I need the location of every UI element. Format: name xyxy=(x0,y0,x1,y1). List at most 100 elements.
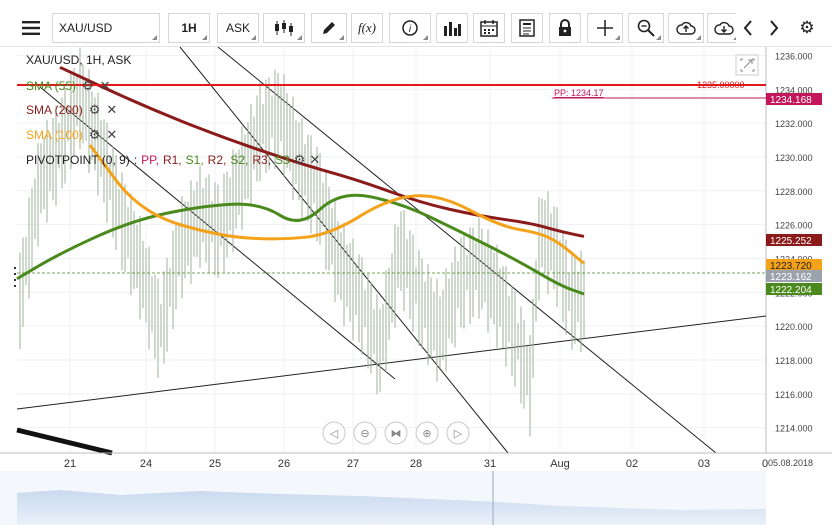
pivot-separator: : xyxy=(133,153,138,167)
trendline-thick xyxy=(16,427,113,456)
price-type-select[interactable]: ASK xyxy=(217,13,259,43)
expand-button[interactable] xyxy=(735,54,759,76)
pivot-level: R2, xyxy=(207,153,227,167)
trendline-channel-lower-right xyxy=(217,47,717,454)
scroll-left-button[interactable] xyxy=(736,13,760,43)
draw-tool-button[interactable] xyxy=(311,13,347,43)
indicator-series xyxy=(16,65,585,296)
indicator-label: PIVOTPOINT (0, 9) xyxy=(26,153,130,167)
close-icon[interactable]: ✕ xyxy=(99,78,111,93)
x-tick-label: 31 xyxy=(484,458,496,470)
gear-icon[interactable]: ⚙ xyxy=(88,102,101,117)
gear-icon[interactable]: ⚙ xyxy=(82,78,94,93)
fit-icon[interactable]: ⧓ xyxy=(384,421,408,445)
y-tick-label: 1216.000 xyxy=(775,390,813,400)
y-tick-label: 1220.000 xyxy=(775,322,813,332)
symbol-label: XAU/USD xyxy=(59,21,113,35)
gear-icon[interactable]: ⚙ xyxy=(293,152,306,167)
close-icon[interactable]: ✕ xyxy=(106,102,118,117)
x-tick-label: 25 xyxy=(209,458,221,470)
download-button[interactable] xyxy=(707,13,741,43)
pivot-level: PP, xyxy=(141,153,159,167)
chart-navigation[interactable]: ◁ ⊖ ⧓ ⊕ ▷ xyxy=(322,421,470,445)
pencil-icon xyxy=(323,22,335,34)
info-button[interactable]: i xyxy=(389,13,431,43)
cloud-upload-icon xyxy=(676,21,696,35)
price-tag-value: 1223.720 xyxy=(770,261,812,272)
play-icon[interactable]: ▷ xyxy=(446,421,470,445)
close-icon[interactable]: ✕ xyxy=(106,127,118,142)
price-type-label: ASK xyxy=(225,21,250,35)
y-axis-ticks: 1236.000 1234.000 1232.000 1230.000 1228.000… xyxy=(775,51,813,433)
pivot-level: R3, xyxy=(252,153,272,167)
calendar-button[interactable] xyxy=(473,13,505,43)
gear-icon: ⚙ xyxy=(799,18,815,37)
pivot-level: R1, xyxy=(162,153,182,167)
zoom-in-icon-circle xyxy=(415,421,439,445)
y-tick-label: 1226.000 xyxy=(775,221,813,231)
crosshair-icon xyxy=(597,20,613,36)
indicator-sma55[interactable]: SMA (55) ⚙ ✕ xyxy=(26,78,111,94)
zoom-out-icon[interactable]: ⊖ xyxy=(353,421,377,445)
zoom-in-icon[interactable]: ⊕ xyxy=(415,421,439,445)
x-tick-label: 03 xyxy=(698,458,710,470)
price-tag-box xyxy=(766,93,822,105)
cloud-download-icon xyxy=(714,21,734,35)
pp-label: PP: 1234.17 xyxy=(554,88,604,98)
rewind-icon-circle xyxy=(322,421,346,445)
series-sma-55 xyxy=(16,193,585,296)
price-tag-value: 1222.204 xyxy=(770,285,812,296)
indicator-sma100[interactable]: SMA (100) ⚙ ✕ xyxy=(26,127,117,143)
zoom-icon xyxy=(637,19,655,37)
y-tick-label: 1230.000 xyxy=(775,153,813,163)
fit-icon-glyph: ⧓ xyxy=(391,428,402,440)
series-sma-200 xyxy=(59,65,585,238)
scroll-right-button[interactable] xyxy=(762,13,786,43)
left-edge-marker xyxy=(14,267,16,287)
zoom-in-icon-glyph: ⊕ xyxy=(422,428,431,440)
price-axis xyxy=(766,47,832,453)
indicators-button[interactable]: f(x) xyxy=(351,13,383,43)
volume-button[interactable] xyxy=(436,13,468,43)
chart-title: XAU/USD, 1H, ASK xyxy=(26,53,131,67)
report-button[interactable] xyxy=(511,13,543,43)
lock-button[interactable] xyxy=(549,13,581,43)
chart-area[interactable]: 1235.00000 PP: 1234.17 1236.000 1234.000 1… xyxy=(0,47,832,525)
price-tag-box xyxy=(766,234,822,246)
timeframe-select[interactable]: 1H xyxy=(168,13,210,43)
lock-icon xyxy=(559,19,571,36)
indicator-label: SMA (200) xyxy=(26,103,83,117)
zoom-out-icon-glyph: ⊖ xyxy=(360,428,369,440)
x-axis-ticks: 21 24 25 26 27 28 31 Aug 02 03 0 xyxy=(64,458,768,470)
upload-button[interactable] xyxy=(668,13,704,43)
x-tick-label: 02 xyxy=(626,458,638,470)
chart-type-button[interactable] xyxy=(263,13,305,43)
chart-title-text: XAU/USD, 1H, ASK xyxy=(26,53,132,67)
series-sma-100 xyxy=(88,144,585,265)
fit-icon-circle xyxy=(384,421,408,445)
symbol-select[interactable]: XAU/USD xyxy=(52,13,160,43)
settings-button[interactable]: ⚙ xyxy=(794,13,820,43)
rewind-icon[interactable]: ◁ xyxy=(322,421,346,445)
price-tag-value: 1225.252 xyxy=(770,236,812,247)
pivot-level: S2, xyxy=(230,153,249,167)
indicator-sma200[interactable]: SMA (200) ⚙ ✕ xyxy=(26,102,117,118)
indicator-label: SMA (55) xyxy=(26,79,77,93)
zoom-button[interactable] xyxy=(628,13,664,43)
play-icon-circle xyxy=(446,421,470,445)
y-tick-label: 1214.000 xyxy=(775,424,813,434)
bars-icon xyxy=(444,22,461,36)
close-icon[interactable]: ✕ xyxy=(309,152,321,167)
indicator-pivotpoint[interactable]: PIVOTPOINT (0, 9) : PP, R1, S1, R2, S2, … xyxy=(26,152,320,168)
price-chart[interactable]: 1235.00000 PP: 1234.17 1236.0001234.0001… xyxy=(0,47,832,525)
x-tick-label: 28 xyxy=(410,458,422,470)
y-tick-label: 1236.000 xyxy=(775,51,813,61)
x-tick-label: Aug xyxy=(550,458,570,470)
crosshair-button[interactable] xyxy=(587,13,623,43)
price-tag-box xyxy=(766,283,822,295)
price-tag-value: 1223.162 xyxy=(770,272,812,283)
menu-button[interactable] xyxy=(14,13,48,43)
date-label: 05.08.2018 xyxy=(768,458,813,468)
gear-icon[interactable]: ⚙ xyxy=(88,127,101,142)
